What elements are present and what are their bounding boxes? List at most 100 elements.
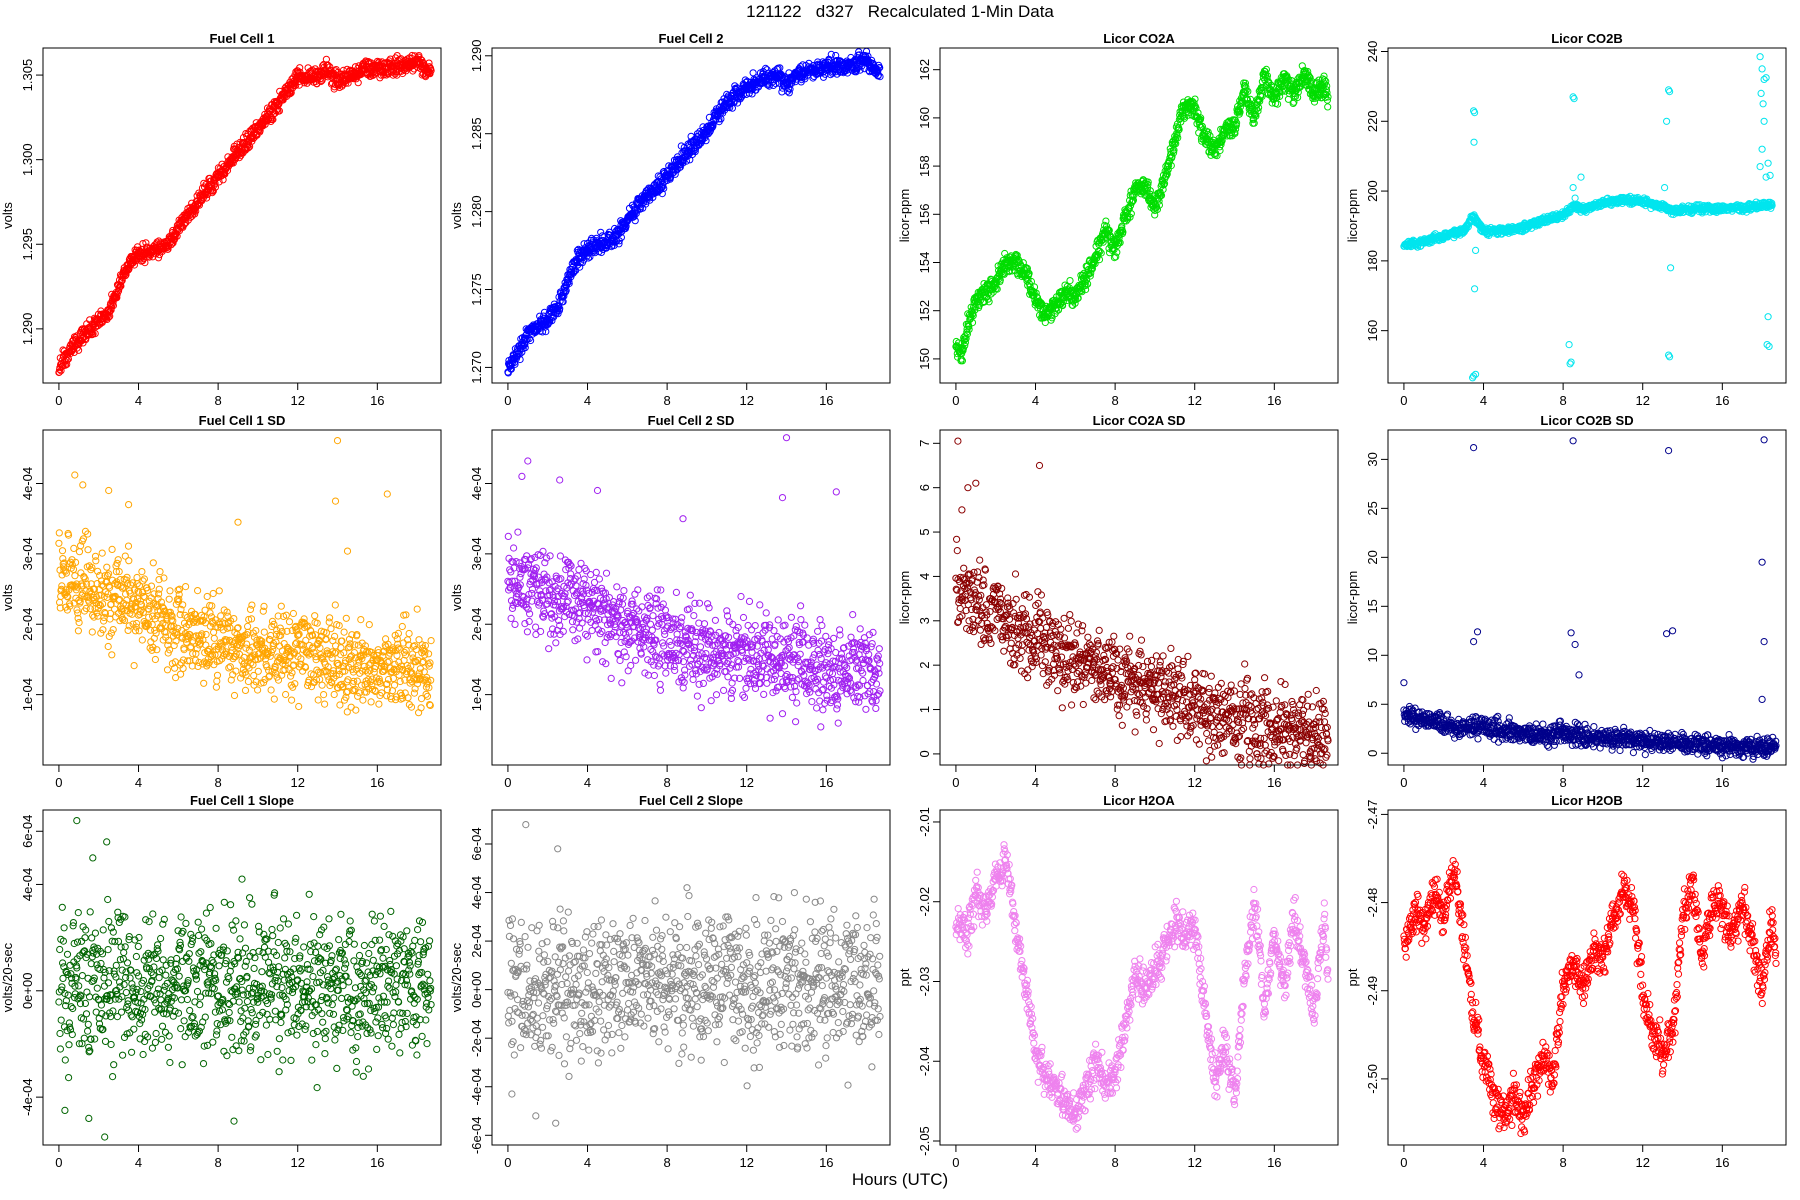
outlier-point (1663, 117, 1671, 125)
data-point (111, 605, 119, 613)
x-tick-label: 16 (1715, 393, 1729, 408)
data-point (182, 219, 190, 227)
x-tick-label: 16 (819, 393, 833, 408)
data-point (326, 63, 334, 71)
x-tick-label: 8 (1560, 393, 1567, 408)
panel-fc1sd: Fuel Cell 1 SD0 4 8 12 161e-042e-043e-044e-0… (0, 413, 442, 790)
y-tick-label: 160 (917, 107, 932, 129)
data-point (130, 261, 138, 269)
plot-frame (491, 47, 891, 384)
panel-fc1: Fuel Cell 10 4 8 12 161.2901.2951.3001.305vo… (0, 31, 442, 408)
points-fc1sd (55, 437, 435, 717)
outlier-point (1756, 163, 1764, 171)
x-tick-label: 12 (739, 393, 753, 408)
data-point (75, 548, 84, 556)
outlier-point (1757, 89, 1765, 98)
figure-title: 121122 d327 Recalculated 1-Min Data (746, 2, 1054, 21)
points-co2a (952, 62, 1332, 365)
outlier-point (1471, 109, 1479, 117)
data-point (224, 612, 232, 620)
data-point (260, 628, 268, 636)
data-point (91, 330, 99, 338)
points-fc2 (504, 47, 884, 377)
data-point (261, 120, 269, 129)
outlier-point (1565, 341, 1573, 349)
data-point (194, 587, 202, 595)
data-point (203, 194, 211, 202)
data-point (177, 670, 185, 678)
y-tick-label: 1.280 (469, 195, 484, 228)
x-tick-label: 12 (1187, 393, 1201, 408)
data-point (287, 89, 295, 97)
outlier-point (1758, 145, 1766, 153)
outlier-point (1471, 285, 1479, 293)
y-tick-label: 1.275 (469, 273, 484, 306)
data-point (211, 183, 219, 191)
data-point (182, 583, 190, 591)
plot-frame (42, 47, 442, 384)
data-point (58, 547, 67, 555)
data-point (125, 557, 133, 565)
data-point (138, 568, 146, 576)
data-point (296, 64, 304, 72)
y-tick-label: 152 (917, 300, 932, 322)
x-tick-label: 16 (370, 393, 384, 408)
x-tick-label: 4 (1480, 393, 1487, 408)
data-point (141, 259, 149, 267)
data-point (275, 107, 283, 115)
outlier-point (1760, 117, 1768, 125)
y-tick-label: 180 (1365, 250, 1380, 272)
y-tick-label: 160 (1365, 320, 1380, 342)
data-point (114, 556, 122, 564)
data-point (267, 686, 275, 694)
data-point (163, 666, 172, 674)
data-point (244, 138, 253, 146)
data-point (74, 627, 83, 635)
data-point (57, 367, 65, 375)
data-point (133, 573, 141, 582)
data-point (244, 677, 252, 686)
data-point (145, 613, 153, 621)
y-tick-label: 154 (917, 252, 932, 274)
data-point (239, 133, 248, 142)
data-point (104, 642, 112, 651)
data-point (69, 565, 78, 574)
outlier-point (1762, 173, 1770, 181)
data-point (55, 529, 63, 537)
panel-fc2: Fuel Cell 20 4 8 12 161.2701.2751.2801.2851.… (449, 31, 891, 408)
data-point (254, 686, 262, 694)
data-point (254, 667, 262, 675)
data-point (138, 636, 146, 644)
data-point (215, 587, 223, 595)
data-point (206, 609, 214, 617)
outlier-point (1661, 184, 1669, 192)
x-tick-label: 8 (1112, 393, 1119, 408)
data-point (165, 595, 173, 603)
y-tick-label: 150 (917, 348, 932, 370)
data-point (125, 622, 133, 630)
data-point (267, 631, 275, 640)
y-tick-label: 1.305 (20, 59, 35, 92)
y-axis-label: licor-ppm (897, 189, 912, 242)
outlier-point (1577, 173, 1585, 181)
data-point (241, 686, 250, 695)
x-tick-label: 12 (290, 393, 304, 408)
data-point (248, 601, 256, 609)
outlier-point (1766, 171, 1774, 179)
y-tick-label: 1.285 (469, 117, 484, 150)
data-point (130, 662, 138, 670)
y-axis-label: volts (0, 202, 15, 229)
data-point (156, 568, 164, 576)
points-fc1 (55, 51, 435, 377)
data-point (108, 651, 116, 659)
x-tick-label: 4 (1032, 393, 1039, 408)
data-point (203, 592, 211, 601)
outlier-point (1758, 65, 1766, 73)
data-point (166, 587, 174, 595)
y-tick-label: 1.270 (469, 351, 484, 384)
points-co2b (1400, 53, 1776, 382)
x-tick-label: 8 (215, 393, 222, 408)
data-point (84, 546, 92, 554)
